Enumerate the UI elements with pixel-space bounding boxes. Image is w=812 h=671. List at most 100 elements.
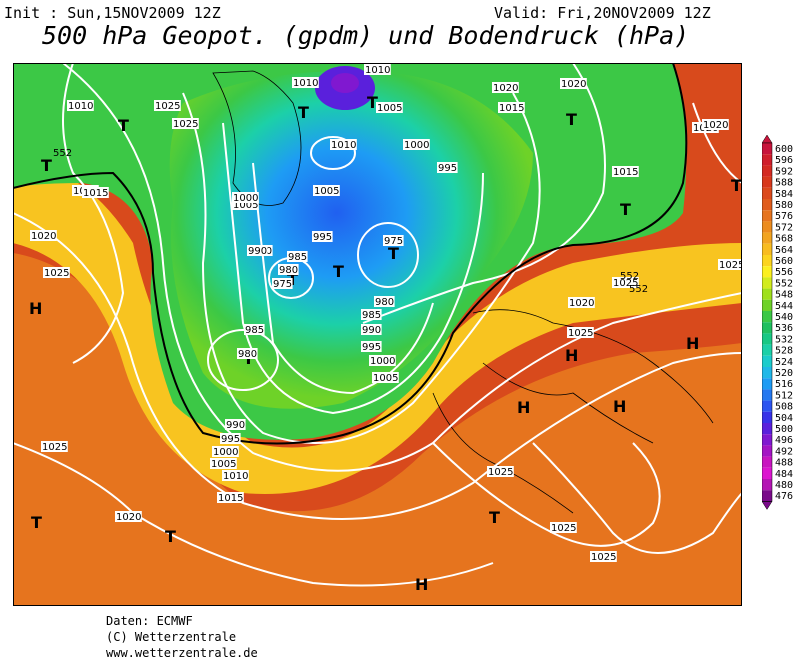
isobar-label: 1010 <box>222 470 249 482</box>
legend-swatch <box>762 187 772 199</box>
legend-value: 596 <box>775 155 793 166</box>
svg-text:1010: 1010 <box>331 140 356 151</box>
isobar-label: 552 <box>620 271 639 282</box>
legend-value: 576 <box>775 211 793 222</box>
low-pressure-marker: T <box>118 116 129 135</box>
isobar-label: 1005 <box>376 102 403 114</box>
isobar-label: 1000 <box>369 355 396 367</box>
legend-value: 536 <box>775 323 793 334</box>
svg-text:975: 975 <box>384 236 403 247</box>
isobar-label: 1020 <box>492 82 519 94</box>
isobar-label: 980 <box>237 348 258 360</box>
legend-value: 580 <box>775 200 793 211</box>
isobar-label: 1005 <box>313 185 340 197</box>
coastline-greenland <box>212 70 302 206</box>
high-pressure-marker: H <box>613 397 626 416</box>
isobar-label: 1025 <box>590 551 617 563</box>
svg-text:1005: 1005 <box>211 459 236 470</box>
legend-value: 592 <box>775 166 793 177</box>
svg-text:975: 975 <box>273 279 292 290</box>
isobar-label: 995 <box>220 433 241 445</box>
legend-swatch <box>762 322 772 334</box>
legend-frame <box>762 142 773 502</box>
isobar-label: 1020 <box>115 511 142 523</box>
svg-text:1025: 1025 <box>42 442 67 453</box>
legend-swatch <box>762 423 772 435</box>
isobar-label: 1010 <box>330 139 357 151</box>
svg-text:1020: 1020 <box>561 79 586 90</box>
svg-text:995: 995 <box>313 232 332 243</box>
isobar-label: 1020 <box>30 230 57 242</box>
legend-value: 512 <box>775 390 793 401</box>
isobar-label: 1025 <box>550 522 577 534</box>
legend-value: 568 <box>775 234 793 245</box>
isobar-label: 985 <box>244 324 265 336</box>
svg-text:1025: 1025 <box>551 523 576 534</box>
legend-swatch <box>762 344 772 356</box>
isobar-label: 1010 <box>364 64 391 76</box>
legend-value: 528 <box>775 346 793 357</box>
legend-swatch <box>762 176 772 188</box>
valid-time: Valid: Fri,20NOV2009 12Z <box>494 4 711 22</box>
svg-text:1025: 1025 <box>155 101 180 112</box>
legend-swatch <box>762 143 772 155</box>
coastline-europe <box>432 309 714 514</box>
svg-text:985: 985 <box>288 252 307 263</box>
isobar-label: 552 <box>53 148 72 159</box>
init-time: Init : Sun,15NOV2009 12Z <box>4 4 221 22</box>
svg-text:1005: 1005 <box>377 103 402 114</box>
svg-text:1020: 1020 <box>31 231 56 242</box>
low-pressure-marker: T <box>298 103 309 122</box>
svg-text:552: 552 <box>53 148 72 159</box>
isobar-label: 1025 <box>567 327 594 339</box>
isobar-label: 1005 <box>232 199 259 211</box>
legend-swatch <box>762 255 772 267</box>
legend-value: 516 <box>775 379 793 390</box>
legend-swatch <box>762 367 772 379</box>
svg-text:985: 985 <box>362 310 381 321</box>
svg-text:1015: 1015 <box>218 493 243 504</box>
legend-swatch <box>762 277 772 289</box>
legend-value: 560 <box>775 256 793 267</box>
low-pressure-marker: T <box>566 110 577 129</box>
legend-swatch <box>762 221 772 233</box>
isobar-label: 1015 <box>82 187 109 199</box>
low-pressure-marker: T <box>41 156 52 175</box>
svg-text:1005: 1005 <box>314 186 339 197</box>
svg-text:995: 995 <box>438 163 457 174</box>
isobar-label: 1000 <box>232 192 259 204</box>
legend-swatch <box>762 378 772 390</box>
legend-swatch <box>762 456 772 468</box>
legend-value: 600 <box>775 144 793 155</box>
isobar-label: 980 <box>374 296 395 308</box>
weather-map: TTTTTTTTTTTHHHHHHTTT 1010101010251025102… <box>13 63 742 606</box>
legend-swatch <box>762 479 772 491</box>
legend-value: 564 <box>775 245 793 256</box>
isobar-label: 1025 <box>154 100 181 112</box>
credit-data-source: Daten: ECMWF <box>106 614 193 628</box>
svg-text:1025: 1025 <box>719 260 742 271</box>
svg-text:552: 552 <box>629 284 648 295</box>
legend-value: 540 <box>775 312 793 323</box>
isobar-label: 985 <box>361 309 382 321</box>
svg-text:980: 980 <box>375 297 394 308</box>
isobar-label: 1025 <box>487 466 514 478</box>
contour-552 <box>13 63 688 445</box>
legend-value: 480 <box>775 480 793 491</box>
high-pressure-marker: H <box>29 299 42 318</box>
legend-arrow-bottom <box>762 501 773 510</box>
color-legend: 6005965925885845805765725685645605565525… <box>762 135 793 510</box>
svg-text:1000: 1000 <box>404 140 429 151</box>
legend-value: 488 <box>775 458 793 469</box>
legend-value: 552 <box>775 278 793 289</box>
svg-text:1025: 1025 <box>568 328 593 339</box>
svg-text:1010: 1010 <box>68 101 93 112</box>
svg-text:995: 995 <box>362 342 381 353</box>
isobar-label: 1010 <box>292 77 319 89</box>
isobar-label: 1025 <box>172 118 199 130</box>
legend-swatch <box>762 411 772 423</box>
legend-value: 508 <box>775 402 793 413</box>
legend-value: 584 <box>775 189 793 200</box>
isobar-label: 1005 <box>210 458 237 470</box>
legend-value: 548 <box>775 290 793 301</box>
